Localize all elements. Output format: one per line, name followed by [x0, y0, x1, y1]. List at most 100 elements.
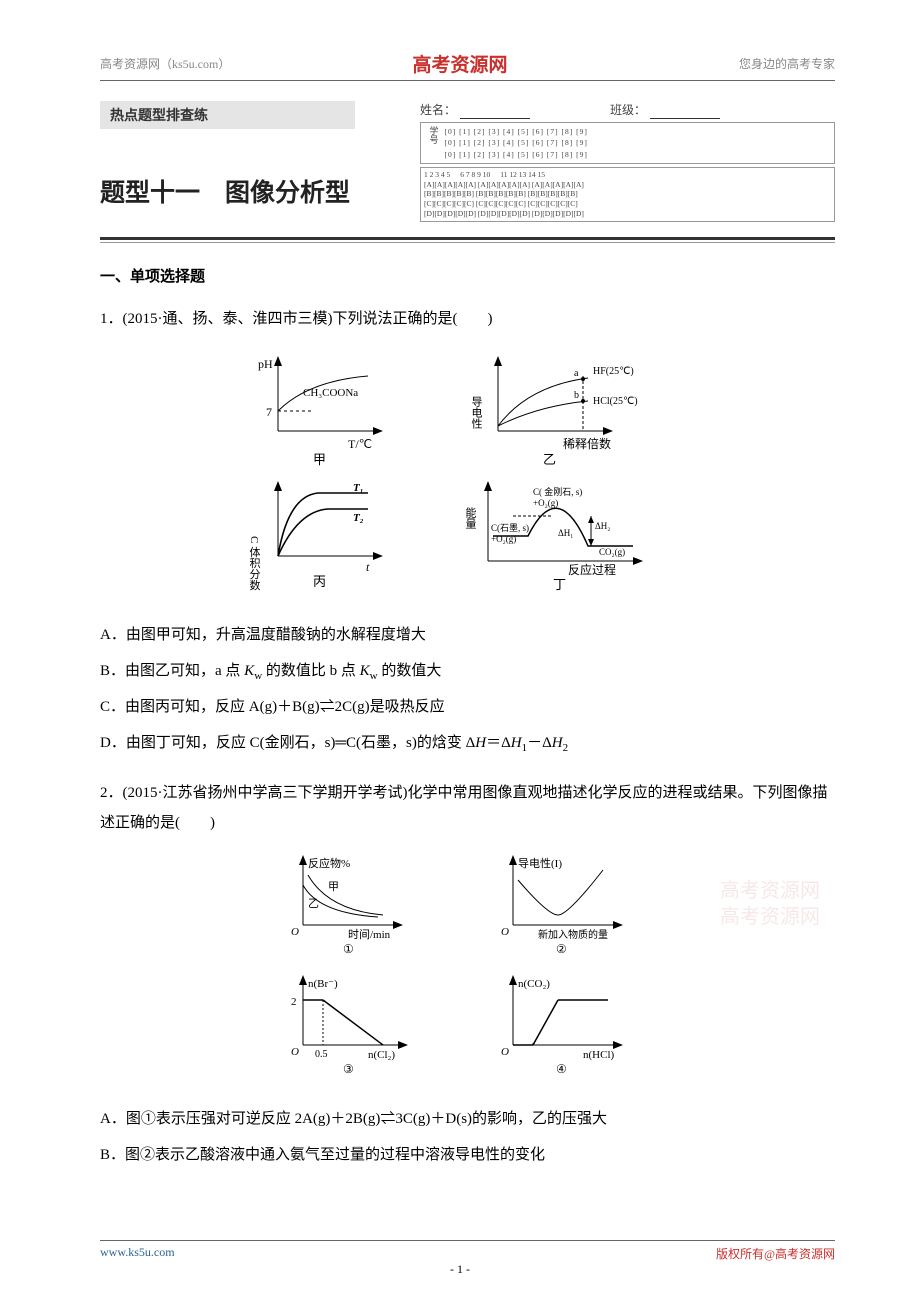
fig-c-ylabel: C 体积分数 — [248, 536, 261, 591]
fig-jia: pH 7 CH₃COONa T/℃ 甲 — [258, 356, 383, 467]
q2-figure-svg: 反应物% 甲 乙 O 时间/min ① 导电性(I) O 新加入物质的量 ② — [238, 850, 698, 1080]
fig-ding: 能量 C( 金刚石, s) +O₂(g) C(石墨, s) +O₂(g) ΔH₁… — [464, 481, 643, 592]
q2-stem: 2．(2015·江苏省扬州中学高三下学期开学考试)化学中常用图像直观地描述化学反… — [100, 778, 835, 838]
grid-row[interactable]: [D][D][D][D][D] [D][D][D][D][D] [D][D][D… — [424, 209, 831, 219]
text: D．由图丁可知，反应 C(金刚石，s)═C(石墨，s)的焓变 Δ — [100, 735, 475, 751]
fig4-ylabel: n(CO₂) — [518, 978, 550, 990]
text: w — [254, 670, 262, 682]
banner-left: 热点题型排查练 题型十一 图像分析型 — [100, 101, 355, 229]
page-number: - 1 - — [0, 1262, 920, 1277]
fig4-o: O — [501, 1046, 509, 1058]
text: K — [360, 663, 370, 679]
class-blank[interactable] — [650, 101, 720, 119]
text: w — [370, 670, 378, 682]
topic-title: 题型十一 图像分析型 — [100, 173, 355, 209]
answer-grid: 1 2 3 4 5 6 7 8 9 10 11 12 13 14 15 [A][… — [420, 167, 835, 222]
grid-header-group: 1 2 3 4 5 — [424, 170, 450, 180]
fig2-caption: ② — [556, 942, 567, 956]
answer-card: 姓名： 班级： 学号 [0] [1] [2] [3] [4] [5] [6] [… — [420, 101, 835, 229]
fig-b-lineb: HCl(25℃) — [593, 396, 638, 407]
fig-a-baseline: 7 — [266, 405, 272, 419]
banner-row: 热点题型排查练 题型十一 图像分析型 姓名： 班级： 学号 [0] [1] [2… — [100, 101, 835, 229]
fig-d-prod: CO₂(g) — [599, 547, 625, 557]
fig-a-caption: 甲 — [313, 452, 326, 467]
fig-d-top: C( 金刚石, s) — [533, 486, 582, 497]
fig1-xlabel: 时间/min — [348, 928, 391, 941]
grid-header-group: 6 7 8 9 10 — [460, 170, 490, 180]
fig-b-pta: a — [574, 368, 579, 379]
fig-d-left: C(石墨, s) — [491, 523, 529, 533]
fig-a-line: CH₃COONa — [303, 387, 358, 399]
fig-1: 反应物% 甲 乙 O 时间/min ① — [291, 855, 403, 956]
name-blank[interactable] — [460, 101, 530, 119]
q2-opt-a: A．图①表示压强对可逆反应 2A(g)＋2B(g)⇌3C(g)＋D(s)的影响，… — [100, 1101, 835, 1137]
q1-opt-a: A．由图甲可知，升高温度醋酸钠的水解程度增大 — [100, 617, 835, 653]
fig-a-xlabel: T/℃ — [348, 437, 372, 451]
fig-a-ylabel: pH — [258, 357, 273, 371]
text: －Δ — [527, 735, 552, 751]
id-row[interactable]: [0] [1] [2] [3] [4] [5] [6] [7] [8] [9] — [445, 137, 588, 148]
fig3-ylabel: n(Br⁻) — [308, 978, 338, 990]
text: 2 — [563, 742, 569, 754]
q1-opt-d: D．由图丁可知，反应 C(金刚石，s)═C(石墨，s)的焓变 ΔH＝ΔH1－ΔH… — [100, 725, 835, 761]
text: H — [475, 735, 486, 751]
fig-d-xlabel: 反应过程 — [568, 562, 616, 577]
id-row[interactable]: [0] [1] [2] [3] [4] [5] [6] [7] [8] [9] — [445, 126, 588, 137]
fig-d-caption: 丁 — [553, 577, 566, 592]
fig3-tick-x: 0.5 — [315, 1049, 328, 1060]
fig1-ylabel: 反应物% — [308, 856, 350, 870]
q1-opt-b: B．由图乙可知，a 点 Kw 的数值比 b 点 Kw 的数值大 — [100, 653, 835, 689]
header-right: 您身边的高考专家 — [739, 55, 835, 72]
fig-bing: C 体积分数 T₁ T₂ t 丙 — [248, 481, 383, 591]
id-row[interactable]: [0] [1] [2] [3] [4] [5] [6] [7] [8] [9] — [445, 149, 588, 160]
q2-options: A．图①表示压强对可逆反应 2A(g)＋2B(g)⇌3C(g)＋D(s)的影响，… — [100, 1101, 835, 1173]
class-label: 班级： — [610, 101, 646, 119]
header-center: 高考资源网 — [412, 50, 507, 77]
fig-b-ptb: b — [574, 390, 579, 401]
watermark-line: 高考资源网 — [720, 878, 820, 904]
q1-opt-c: C．由图丙可知，反应 A(g)＋B(g)⇌2C(g)是吸热反应 — [100, 689, 835, 725]
fig-d-h1: ΔH₁ — [558, 528, 573, 538]
grid-row[interactable]: [B][B][B][B][B] [B][B][B][B][B] [B][B][B… — [424, 189, 831, 199]
text: B．由图乙可知，a 点 — [100, 663, 244, 679]
watermark: 高考资源网 高考资源网 — [720, 878, 820, 930]
fig-c-t2: T₂ — [353, 512, 364, 524]
fig3-o: O — [291, 1046, 299, 1058]
grid-row[interactable]: [A][A][A][A][A] [A][A][A][A][A] [A][A][A… — [424, 180, 831, 190]
q1-stem: 1．(2015·通、扬、泰、淮四市三模)下列说法正确的是( ) — [100, 304, 835, 334]
fig-yi: 导电性 a HF(25℃) b HCl(25℃) 稀释倍数 乙 — [470, 356, 638, 467]
fig3-caption: ③ — [343, 1062, 354, 1076]
fig-b-xlabel: 稀释倍数 — [563, 436, 611, 451]
fig-c-t1: T₁ — [353, 482, 364, 494]
fig4-caption: ④ — [556, 1062, 567, 1076]
fig-b-caption: 乙 — [543, 452, 556, 467]
section-heading: 一、单项选择题 — [100, 265, 835, 286]
text: 的数值比 b 点 — [262, 663, 360, 679]
text: 的数值大 — [378, 663, 442, 679]
id-digit-rows: [0] [1] [2] [3] [4] [5] [6] [7] [8] [9] … — [445, 126, 588, 160]
text: H — [511, 735, 522, 751]
fig-c-xlabel: t — [366, 560, 370, 574]
grid-header: 1 2 3 4 5 6 7 8 9 10 11 12 13 14 15 — [424, 170, 831, 180]
grid-header-group: 11 12 13 14 15 — [500, 170, 545, 180]
page: 高考资源网（ks5u.com） 高考资源网 您身边的高考专家 热点题型排查练 题… — [0, 0, 920, 1302]
text: H — [552, 735, 563, 751]
fig-3: n(Br⁻) 2 O 0.5 n(Cl₂) ③ — [291, 975, 408, 1076]
fig-d-top2: +O₂(g) — [533, 498, 558, 508]
fig1-caption: ① — [343, 942, 354, 956]
grid-row[interactable]: [C][C][C][C][C] [C][C][C][C][C] [C][C][C… — [424, 199, 831, 209]
fig2-xlabel: 新加入物质的量 — [538, 928, 608, 941]
id-label: 学号 — [426, 126, 440, 160]
fig-d-ylabel: 能量 — [464, 506, 477, 529]
id-bubble-box: 学号 [0] [1] [2] [3] [4] [5] [6] [7] [8] [… — [420, 122, 835, 164]
q1-figures: pH 7 CH₃COONa T/℃ 甲 导电性 a HF(25℃) — [100, 346, 835, 601]
footer-left[interactable]: www.ks5u.com — [100, 1245, 175, 1262]
fig-c-caption: 丙 — [313, 574, 326, 589]
fig-d-h2: ΔH₂ — [595, 521, 610, 531]
header: 高考资源网（ks5u.com） 高考资源网 您身边的高考专家 — [100, 55, 835, 81]
q2-opt-b: B．图②表示乙酸溶液中通入氨气至过量的过程中溶液导电性的变化 — [100, 1137, 835, 1173]
header-left: 高考资源网（ks5u.com） — [100, 55, 230, 72]
fig-4: n(CO₂) O n(HCl) ④ — [501, 975, 623, 1076]
fig1-o: O — [291, 926, 299, 938]
fig-d-left2: +O₂(g) — [491, 534, 516, 544]
